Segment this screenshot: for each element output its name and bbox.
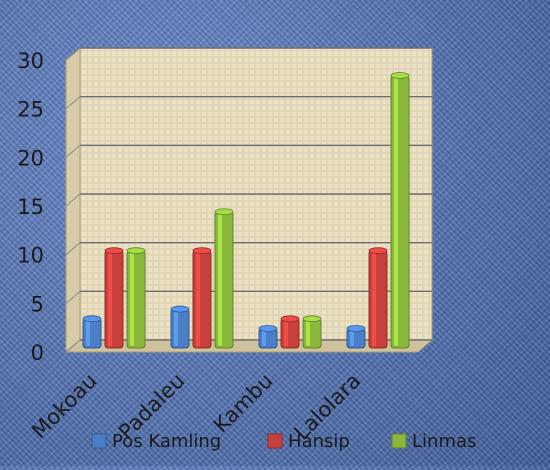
bar [82, 315, 102, 349]
legend-label: Pos Kamling [112, 431, 221, 452]
bar [192, 247, 212, 349]
legend-label: Linmas [412, 431, 476, 452]
gridline-side [65, 96, 81, 110]
bar [126, 247, 146, 349]
bar [390, 72, 410, 349]
y-tick-label: 15 [17, 195, 44, 219]
bar [214, 208, 234, 349]
legend-item: Pos Kamling [91, 431, 221, 452]
bar [346, 325, 366, 349]
gridline-side [65, 339, 81, 353]
x-tick-label: Mokoau [27, 369, 102, 444]
gridline-side [65, 290, 81, 304]
legend-swatch [391, 433, 407, 449]
y-tick-label: 5 [31, 292, 44, 316]
x-tick-label: Kambu [209, 369, 278, 438]
legend-label: Hansip [288, 431, 350, 452]
y-tick-label: 0 [31, 341, 44, 365]
legend-swatch [267, 433, 283, 449]
bar [280, 315, 300, 349]
gridline-side [65, 47, 81, 61]
y-tick-label: 30 [17, 49, 44, 73]
gridline-side [65, 193, 81, 207]
y-tick-label: 20 [17, 146, 44, 170]
legend-item: Linmas [391, 431, 476, 452]
bar [104, 247, 124, 349]
gridline-side [65, 242, 81, 256]
legend-item: Hansip [267, 431, 350, 452]
y-tick-label: 25 [17, 98, 44, 122]
gridline-side [65, 144, 81, 158]
bar [258, 325, 278, 349]
bar [368, 247, 388, 349]
bar [302, 315, 322, 349]
legend-swatch [91, 433, 107, 449]
y-tick-label: 10 [17, 244, 44, 268]
bar [170, 305, 190, 349]
